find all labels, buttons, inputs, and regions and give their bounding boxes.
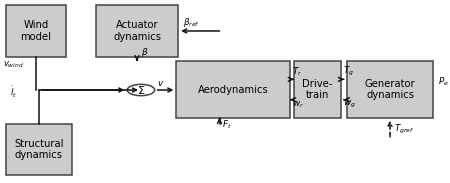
Text: $T_{gref}$: $T_{gref}$ [394, 123, 414, 136]
FancyBboxPatch shape [347, 61, 433, 118]
Text: $v$: $v$ [157, 79, 164, 88]
Text: $\beta_{ref}$: $\beta_{ref}$ [184, 16, 200, 29]
Text: Generator
dynamics: Generator dynamics [365, 79, 415, 100]
Text: Structural
dynamics: Structural dynamics [14, 139, 64, 160]
FancyBboxPatch shape [176, 61, 290, 118]
FancyBboxPatch shape [5, 124, 72, 175]
Text: $F_t$: $F_t$ [222, 118, 232, 130]
FancyBboxPatch shape [96, 5, 178, 57]
FancyBboxPatch shape [5, 5, 67, 57]
Text: $w_g$: $w_g$ [343, 99, 356, 110]
Text: $w_r$: $w_r$ [292, 99, 304, 110]
Text: $\Sigma$: $\Sigma$ [137, 84, 145, 96]
Text: $T_g$: $T_g$ [343, 64, 354, 78]
Text: $\dot{l}_t$: $\dot{l}_t$ [10, 85, 18, 100]
Text: Wind
model: Wind model [21, 20, 51, 42]
Text: $P_e$: $P_e$ [437, 75, 448, 88]
FancyBboxPatch shape [294, 61, 341, 118]
Text: $v_{wind}$: $v_{wind}$ [4, 59, 24, 70]
Text: $\beta$: $\beta$ [140, 46, 148, 59]
Text: Aerodynamics: Aerodynamics [198, 85, 269, 94]
Text: Actuator
dynamics: Actuator dynamics [113, 20, 161, 42]
Text: Drive-
train: Drive- train [302, 79, 333, 100]
Text: $T_r$: $T_r$ [292, 65, 302, 78]
